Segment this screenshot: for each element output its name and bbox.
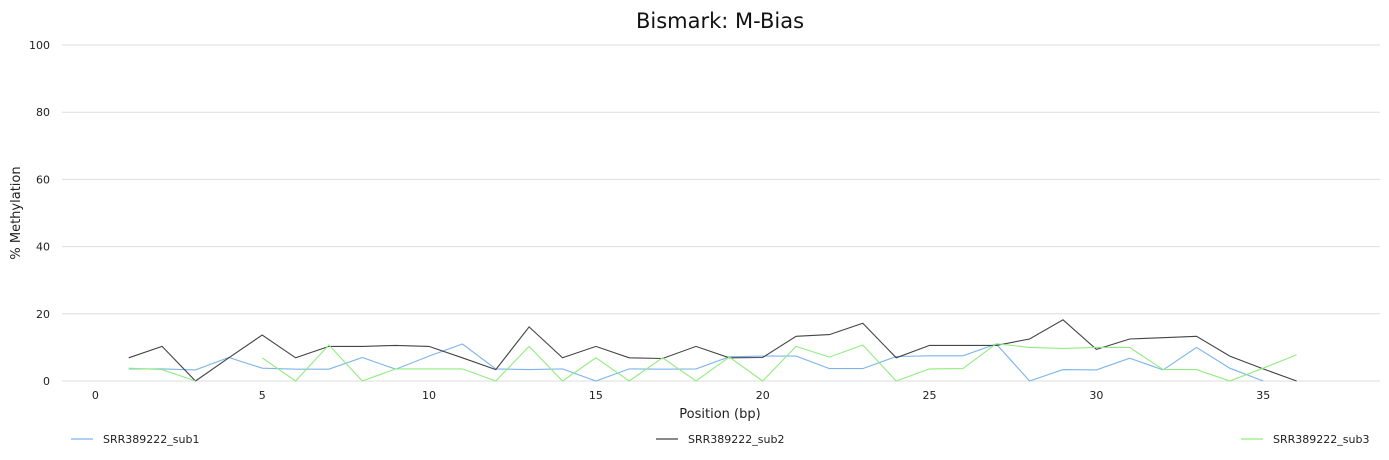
series-line xyxy=(128,343,1264,382)
series-line xyxy=(261,343,1297,382)
x-axis-label: Position (bp) xyxy=(679,407,760,422)
x-tick-label: 5 xyxy=(259,389,266,402)
y-axis-label: % Methylation xyxy=(9,166,24,259)
x-tick-label: 30 xyxy=(1089,389,1103,402)
y-tick-label: 80 xyxy=(36,106,50,119)
x-tick-label: 20 xyxy=(756,389,770,402)
x-axis-ticks: 0 5 10 15 20 25 30 35 xyxy=(92,389,1270,402)
legend-item-label[interactable]: SRR389222_sub3 xyxy=(1273,433,1369,446)
x-tick-label: 35 xyxy=(1256,389,1270,402)
y-tick-label: 0 xyxy=(43,375,50,388)
y-tick-label: 20 xyxy=(36,308,50,321)
y-tick-label: 60 xyxy=(36,173,50,186)
series-lines xyxy=(128,319,1297,382)
legend: SRR389222_sub1 SRR389222_sub2 SRR389222_su… xyxy=(71,433,1369,446)
series-group xyxy=(128,343,1297,382)
legend-item-label[interactable]: SRR389222_sub1 xyxy=(103,433,199,446)
series-group xyxy=(128,343,1264,382)
legend-item-label[interactable]: SRR389222_sub2 xyxy=(688,433,784,446)
y-tick-label: 100 xyxy=(29,39,50,52)
x-tick-label: 25 xyxy=(923,389,937,402)
x-tick-label: 0 xyxy=(92,389,99,402)
y-axis-ticks: 0 20 40 60 80 100 xyxy=(29,39,50,388)
y-tick-label: 40 xyxy=(36,241,50,254)
x-tick-label: 15 xyxy=(589,389,603,402)
chart-title: Bismark: M-Bias xyxy=(636,9,804,33)
series-line xyxy=(128,367,196,382)
x-tick-label: 10 xyxy=(422,389,436,402)
gridlines xyxy=(62,44,1380,382)
